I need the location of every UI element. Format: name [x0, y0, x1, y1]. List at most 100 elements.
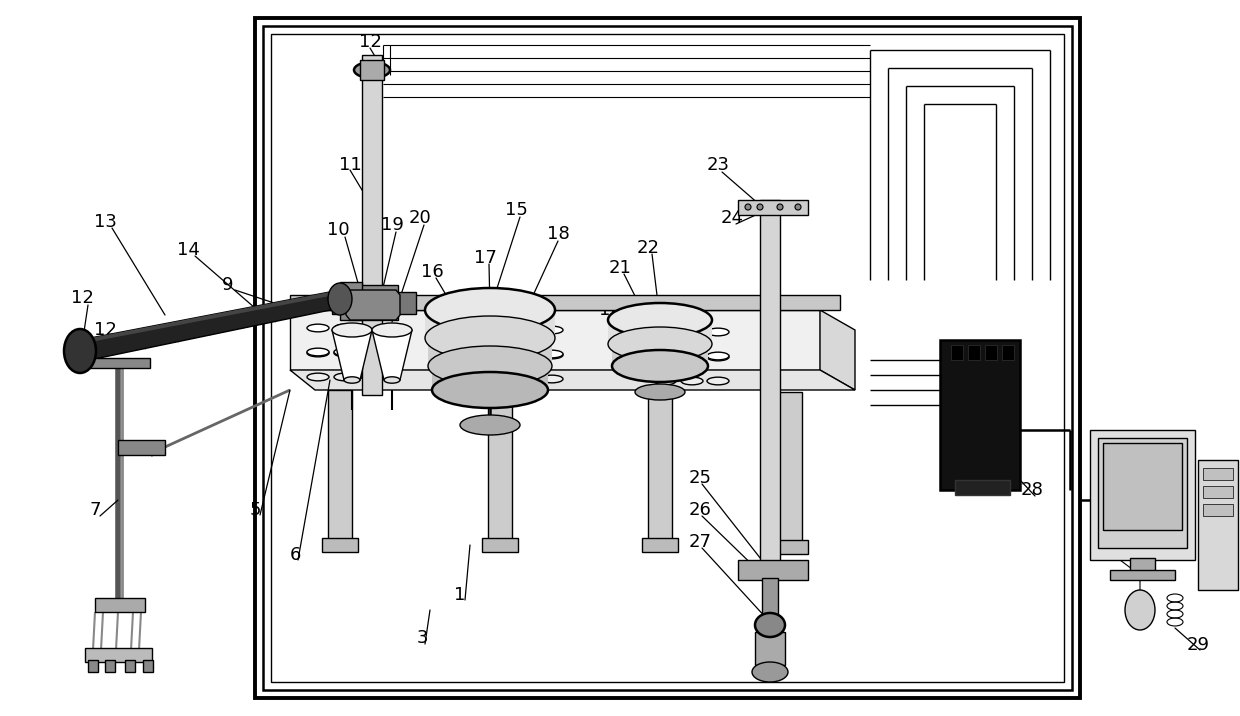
Ellipse shape — [64, 329, 95, 373]
Ellipse shape — [332, 323, 372, 337]
Ellipse shape — [361, 348, 383, 356]
Polygon shape — [608, 320, 712, 344]
Polygon shape — [143, 660, 153, 672]
Text: 10: 10 — [326, 221, 350, 239]
Polygon shape — [763, 578, 777, 620]
Ellipse shape — [334, 348, 356, 356]
Ellipse shape — [541, 351, 563, 359]
Polygon shape — [372, 330, 412, 380]
Text: 26: 26 — [688, 501, 712, 519]
Ellipse shape — [707, 328, 729, 336]
Ellipse shape — [756, 204, 763, 210]
Polygon shape — [649, 390, 672, 540]
Ellipse shape — [361, 373, 383, 381]
Ellipse shape — [751, 662, 787, 682]
Polygon shape — [290, 310, 820, 370]
Polygon shape — [88, 660, 98, 672]
Ellipse shape — [487, 375, 508, 383]
Polygon shape — [425, 310, 556, 338]
Polygon shape — [118, 440, 165, 455]
Ellipse shape — [707, 377, 729, 385]
Ellipse shape — [334, 373, 356, 381]
Ellipse shape — [608, 327, 712, 361]
Ellipse shape — [425, 316, 556, 360]
Polygon shape — [955, 480, 1011, 495]
Ellipse shape — [384, 377, 401, 383]
Polygon shape — [1203, 468, 1233, 480]
Text: 27: 27 — [688, 533, 712, 551]
Ellipse shape — [653, 352, 676, 360]
Ellipse shape — [487, 351, 508, 359]
Text: 14: 14 — [176, 241, 200, 259]
Text: 1: 1 — [454, 586, 466, 604]
Text: 28: 28 — [1021, 481, 1043, 499]
Polygon shape — [290, 370, 856, 390]
Ellipse shape — [608, 303, 712, 337]
Polygon shape — [940, 340, 1021, 490]
Ellipse shape — [681, 353, 703, 361]
Text: 6: 6 — [289, 546, 300, 564]
Text: 11: 11 — [339, 156, 361, 174]
Polygon shape — [738, 560, 808, 580]
Text: 9: 9 — [222, 276, 234, 294]
Ellipse shape — [487, 326, 508, 334]
Polygon shape — [95, 598, 145, 612]
Ellipse shape — [653, 377, 676, 385]
Text: 3: 3 — [417, 629, 428, 647]
Text: 12: 12 — [358, 33, 382, 51]
Ellipse shape — [635, 384, 684, 400]
Ellipse shape — [681, 352, 703, 360]
Polygon shape — [432, 366, 548, 390]
Polygon shape — [346, 290, 401, 320]
Ellipse shape — [372, 323, 412, 337]
Text: 8: 8 — [143, 441, 154, 459]
Ellipse shape — [707, 353, 729, 361]
Text: 29: 29 — [1187, 636, 1209, 654]
Ellipse shape — [795, 204, 801, 210]
Ellipse shape — [308, 324, 329, 332]
Ellipse shape — [361, 324, 383, 332]
Ellipse shape — [361, 349, 383, 357]
Text: 24: 24 — [720, 209, 744, 227]
Text: 18: 18 — [547, 225, 569, 243]
Polygon shape — [1110, 570, 1176, 580]
Ellipse shape — [707, 352, 729, 360]
Text: 13: 13 — [93, 213, 117, 231]
Polygon shape — [760, 200, 780, 570]
Polygon shape — [738, 200, 808, 215]
Polygon shape — [773, 540, 808, 554]
Text: 17: 17 — [474, 249, 496, 267]
Polygon shape — [348, 285, 398, 320]
Polygon shape — [86, 648, 153, 662]
Text: 5: 5 — [249, 501, 260, 519]
Polygon shape — [81, 290, 340, 362]
Polygon shape — [755, 632, 785, 665]
Ellipse shape — [515, 375, 536, 383]
Polygon shape — [332, 292, 350, 314]
Text: 7: 7 — [89, 501, 100, 519]
Polygon shape — [1130, 558, 1154, 572]
Text: 23: 23 — [707, 156, 729, 174]
Polygon shape — [332, 330, 372, 380]
Ellipse shape — [1125, 590, 1154, 630]
Text: 16: 16 — [420, 263, 444, 281]
Ellipse shape — [432, 372, 548, 408]
Ellipse shape — [777, 204, 782, 210]
Ellipse shape — [681, 377, 703, 385]
Polygon shape — [1104, 443, 1182, 530]
Polygon shape — [322, 538, 358, 552]
Ellipse shape — [515, 326, 536, 334]
Ellipse shape — [308, 348, 329, 356]
Ellipse shape — [755, 613, 785, 637]
Text: 12: 12 — [93, 321, 117, 339]
Text: 21: 21 — [609, 259, 631, 277]
Ellipse shape — [487, 350, 508, 358]
Ellipse shape — [515, 350, 536, 358]
Polygon shape — [820, 310, 856, 390]
Ellipse shape — [334, 349, 356, 357]
Text: 19: 19 — [381, 216, 403, 234]
Ellipse shape — [308, 373, 329, 381]
Polygon shape — [613, 344, 708, 366]
Ellipse shape — [681, 328, 703, 336]
Polygon shape — [125, 660, 135, 672]
